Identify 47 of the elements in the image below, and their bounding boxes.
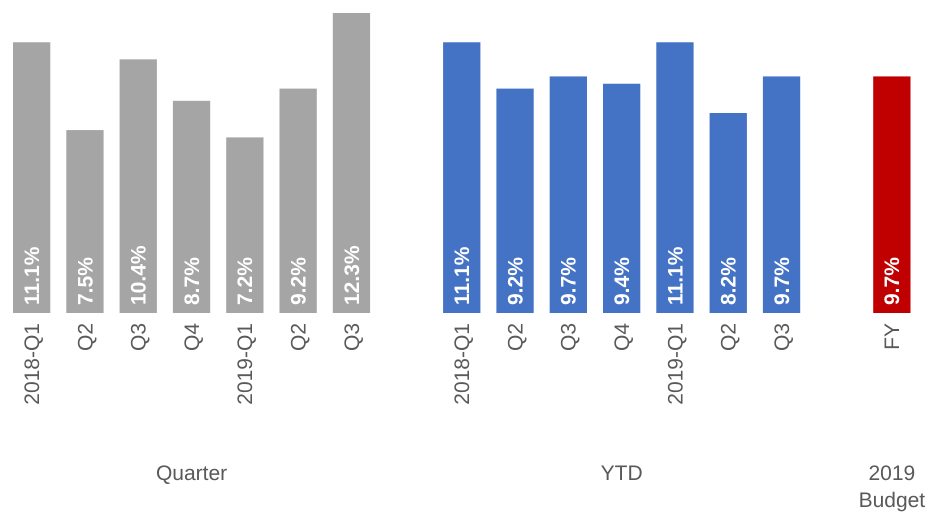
x-tick-label: Q3	[340, 323, 364, 352]
bar	[602, 84, 640, 313]
bar	[12, 42, 50, 313]
bar	[443, 42, 480, 313]
data-label: 9.4%	[611, 256, 634, 305]
x-tick-label: Q3	[558, 323, 581, 352]
data-label: 9.7%	[881, 256, 904, 305]
data-label: 8.2%	[718, 256, 741, 305]
x-axis-title: Quarter	[156, 462, 228, 485]
bar	[172, 100, 210, 313]
data-label: 9.2%	[288, 256, 310, 305]
data-label: 9.7%	[558, 256, 581, 305]
data-label: 7.2%	[234, 256, 258, 305]
x-axis-title: 2019 Budget	[858, 462, 926, 512]
x-tick-label: Q2	[288, 323, 310, 352]
x-tick-label: Q4	[180, 322, 204, 352]
bar	[332, 13, 370, 313]
x-tick-label: Q3	[770, 323, 794, 352]
x-tick-label: 2019-Q1	[664, 323, 688, 405]
bar	[762, 76, 800, 313]
data-label: 12.3%	[340, 245, 364, 305]
data-label: 11.1%	[21, 246, 44, 305]
data-label: 9.2%	[504, 256, 528, 305]
bar	[226, 137, 264, 313]
bar	[710, 113, 747, 313]
bar	[550, 76, 588, 313]
x-tick-label: Q3	[128, 323, 151, 352]
data-label: 11.1%	[664, 246, 688, 305]
x-tick-label: 2018-Q1	[451, 323, 474, 405]
x-tick-label: 2019-Q1	[234, 323, 258, 405]
data-label: 11.1%	[451, 246, 474, 305]
data-label: 10.4%	[128, 245, 151, 305]
data-label: 9.7%	[770, 256, 794, 305]
bar	[496, 88, 534, 313]
x-tick-label: 2018-Q1	[21, 323, 44, 405]
x-tick-label: Q2	[74, 323, 98, 352]
bar	[120, 59, 157, 313]
x-tick-label: Q2	[718, 323, 741, 352]
x-tick-label: Q4	[611, 322, 634, 352]
bar	[66, 130, 104, 313]
data-label: 7.5%	[74, 256, 98, 305]
bar	[656, 42, 694, 313]
data-label: 8.7%	[180, 256, 204, 305]
bar	[279, 88, 317, 313]
x-axis-title: YTD	[600, 462, 643, 485]
x-tick-label: FY	[881, 323, 904, 350]
x-tick-label: Q2	[504, 323, 528, 352]
